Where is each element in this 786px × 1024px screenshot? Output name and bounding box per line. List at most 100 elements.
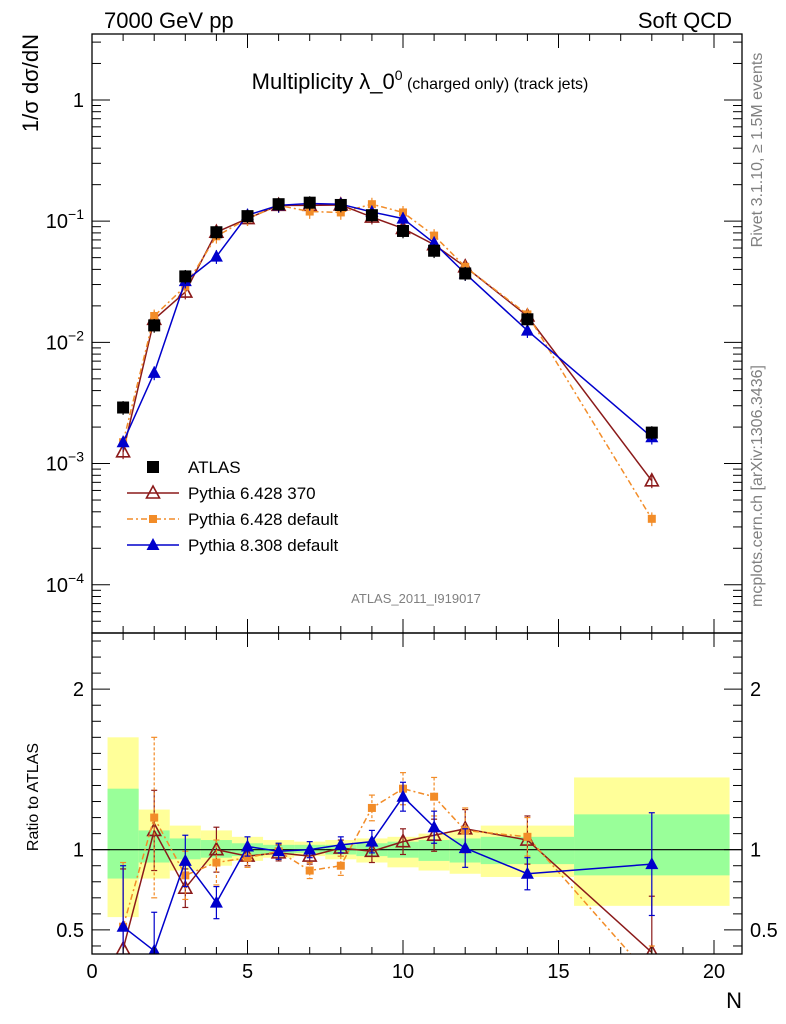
legend-marker	[149, 515, 157, 523]
ratio-point	[334, 837, 348, 850]
main-series-0	[117, 196, 658, 440]
series-line	[122, 204, 653, 482]
ratio-line	[122, 795, 652, 953]
x-tick-label: 5	[242, 961, 253, 983]
data-point	[116, 435, 130, 448]
tick-base: 10	[46, 575, 68, 597]
legend: ATLAS Pythia 6.428 370 Pythia 6.428 defaul…	[127, 458, 339, 555]
data-point	[643, 472, 660, 487]
tick-base: 10	[46, 211, 68, 233]
data-point	[117, 401, 130, 414]
main-series-3	[116, 196, 659, 450]
ratio-point	[241, 839, 255, 852]
ratio-point	[212, 858, 221, 867]
ratio-y-tick-label: 1	[73, 840, 84, 862]
x-axis-label: N	[726, 988, 742, 1013]
tick-base: 10	[46, 454, 68, 476]
data-point	[428, 244, 441, 257]
ratio-point	[336, 861, 345, 870]
analysis-watermark: ATLAS_2011_I919017	[351, 591, 481, 606]
data-point	[210, 226, 223, 239]
chart-title: Multiplicity λ_00 (charged only) (track …	[252, 67, 589, 94]
data-point	[150, 311, 159, 320]
y-tick-label: 10−3	[46, 449, 84, 476]
ratio-point	[646, 943, 658, 954]
data-point	[148, 319, 161, 332]
tick-exponent: −1	[68, 206, 84, 222]
ratio-point	[178, 853, 192, 866]
legend-marker	[147, 461, 159, 473]
legend-entry: Pythia 6.428 default	[127, 510, 339, 529]
ratio-ylabel: Ratio to ATLAS	[25, 743, 42, 851]
ratio-point	[150, 813, 159, 822]
data-point	[367, 200, 376, 209]
ratio-line	[122, 787, 632, 954]
legend-entry: ATLAS	[147, 458, 241, 477]
ratio-point	[116, 919, 130, 932]
ratio-point	[645, 857, 659, 870]
series-line	[122, 202, 653, 443]
ratio-point	[303, 842, 317, 855]
ratio-point	[365, 834, 379, 847]
legend-entry: Pythia 8.308 default	[127, 536, 339, 555]
data-point	[147, 365, 161, 378]
title-small: (charged only) (track jets)	[403, 76, 589, 93]
data-point	[396, 211, 410, 224]
data-point	[272, 198, 285, 211]
ratio-frame	[91, 632, 743, 955]
main-series	[115, 196, 660, 527]
data-point	[334, 198, 347, 211]
main-series-1	[115, 196, 660, 489]
tick-exponent: −3	[68, 449, 84, 465]
ratio-point	[272, 844, 286, 857]
rivet-label: Rivet 3.1.10, ≥ 1.5M events	[749, 53, 766, 248]
ratio-series-2	[116, 781, 659, 954]
data-point	[241, 210, 254, 223]
legend-label: Pythia 6.428 370	[188, 484, 316, 503]
data-point	[430, 231, 439, 240]
ratio-point	[305, 866, 314, 875]
y-tick-label: 1	[73, 90, 84, 112]
main-ylabel: 1/σ dσ/dN	[18, 34, 43, 132]
ratio-y-tick-label-right: 1	[750, 840, 761, 862]
y-tick-label: 10−2	[46, 327, 84, 354]
x-tick-label: 20	[703, 961, 725, 983]
legend-entry: Pythia 6.428 370	[127, 484, 316, 503]
ratio-point	[396, 789, 410, 802]
mcplots-label: mcplots.cern.ch [arXiv:1306.3436]	[749, 365, 766, 607]
ratio-y-tick-label: 0.5	[56, 920, 84, 942]
header-right: Soft QCD	[638, 8, 732, 33]
data-point	[179, 270, 192, 283]
ratio-point	[367, 803, 376, 812]
data-point	[520, 323, 534, 336]
header-left: 7000 GeV pp	[104, 8, 234, 33]
legend-marker	[146, 538, 160, 550]
ratio-point	[523, 832, 532, 841]
legend-label: Pythia 8.308 default	[188, 536, 339, 555]
legend-label: ATLAS	[188, 458, 241, 477]
ratio-point	[458, 841, 472, 854]
data-point	[336, 208, 345, 217]
data-point	[521, 313, 534, 326]
ratio-point	[427, 820, 441, 833]
ratio-point	[209, 895, 223, 908]
y-tick-label: 10−4	[46, 570, 84, 597]
ratio-y-tick-label-right: 0.5	[750, 920, 778, 942]
x-tick-label: 0	[86, 961, 97, 983]
data-point	[645, 426, 658, 439]
data-point	[459, 267, 472, 280]
title-sup: 0	[395, 67, 403, 83]
legend-label: Pythia 6.428 default	[188, 510, 339, 529]
ratio-point	[520, 866, 534, 879]
title-main: Multiplicity λ_0	[252, 69, 395, 94]
ratio-y-tick-label-right: 2	[750, 679, 761, 701]
ratio-point	[430, 792, 439, 801]
data-point	[365, 209, 378, 222]
data-point	[303, 196, 316, 209]
tick-exponent: −2	[68, 327, 84, 343]
ratio-point	[364, 842, 380, 858]
ratio-point	[243, 853, 252, 862]
data-point	[115, 443, 131, 458]
